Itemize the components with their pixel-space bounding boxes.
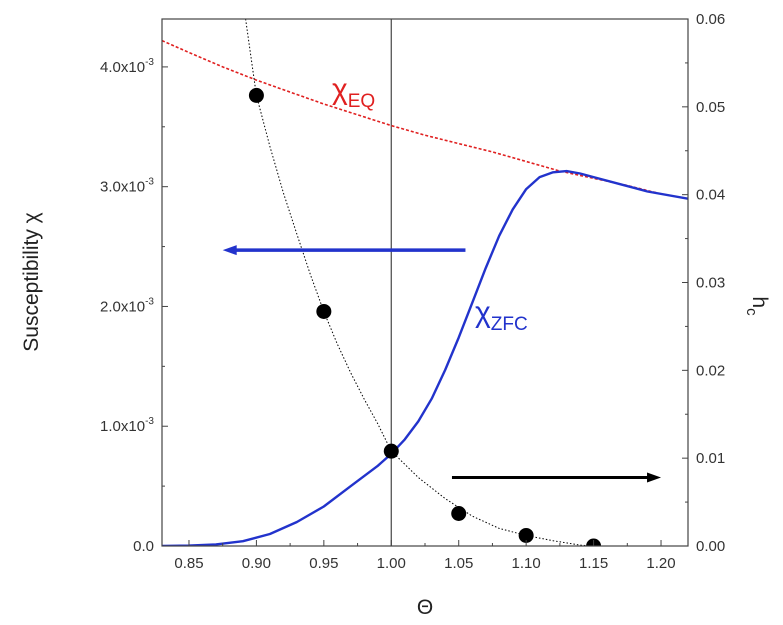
plot-area [162,19,688,546]
data-point-hc [383,443,399,459]
x-tick-label: 0.95 [309,555,338,572]
y-tick-label: 2.0x10-3 [100,296,154,315]
arrow-right [451,472,662,483]
y2-tick-label: 0.02 [696,362,725,379]
y-tick-label: 4.0x10-3 [100,57,154,76]
x-tick-label: 0.90 [242,555,271,572]
y2-axis-title-main: h [748,296,771,308]
series-label-eq-sub: EQ [348,91,375,112]
series-label-eq: χEQ [332,73,375,112]
y2-tick-label: 0.03 [696,275,725,292]
axis-ticks [162,18,688,547]
series-line-eq [162,39,688,200]
tick-labels: 0.85 0.90 0.95 1.00 1.05 1.10 1.15 1.20 0.0 1.0x1… [100,11,725,572]
series-line-hc [245,19,594,546]
data-point-hc [248,87,264,103]
y2-axis-title-sub: c [743,308,760,316]
series-label-zfc-sub: ZFC [491,314,528,335]
y-tick-label: 0.0 [133,538,154,555]
y2-tick-label: 0.05 [696,99,725,116]
y2-tick-label: 0.01 [696,450,725,467]
axes-frame [161,18,689,547]
series-label-zfc-main: χ [475,296,491,329]
x-axis-title: Θ [417,596,433,619]
svg-text:hc: hc [743,296,771,316]
data-point-hc [518,527,534,543]
plot-frame [161,18,689,547]
x-tick-label: 1.20 [646,555,675,572]
y2-axis-title: hc [743,296,771,316]
x-tick-label: 1.05 [444,555,473,572]
x-tick-label: 0.85 [174,555,203,572]
series-label-zfc: χZFC [475,296,528,335]
x-tick-label: 1.00 [377,555,406,572]
x-tick-label: 1.10 [512,555,541,572]
y2-tick-label: 0.00 [696,538,725,555]
data-point-hc [451,506,467,522]
y-tick-label: 1.0x10-3 [100,416,154,435]
y2-tick-label: 0.06 [696,11,725,28]
y-axis-title: Susceptibility χ [20,212,43,351]
series-label-eq-main: χ [332,73,348,106]
x-tick-label: 1.15 [579,555,608,572]
arrow-left [222,245,466,256]
data-point-hc [316,303,332,319]
y-tick-label: 3.0x10-3 [100,177,154,196]
y2-tick-label: 0.04 [696,187,725,204]
series-line-zfc [162,169,688,546]
